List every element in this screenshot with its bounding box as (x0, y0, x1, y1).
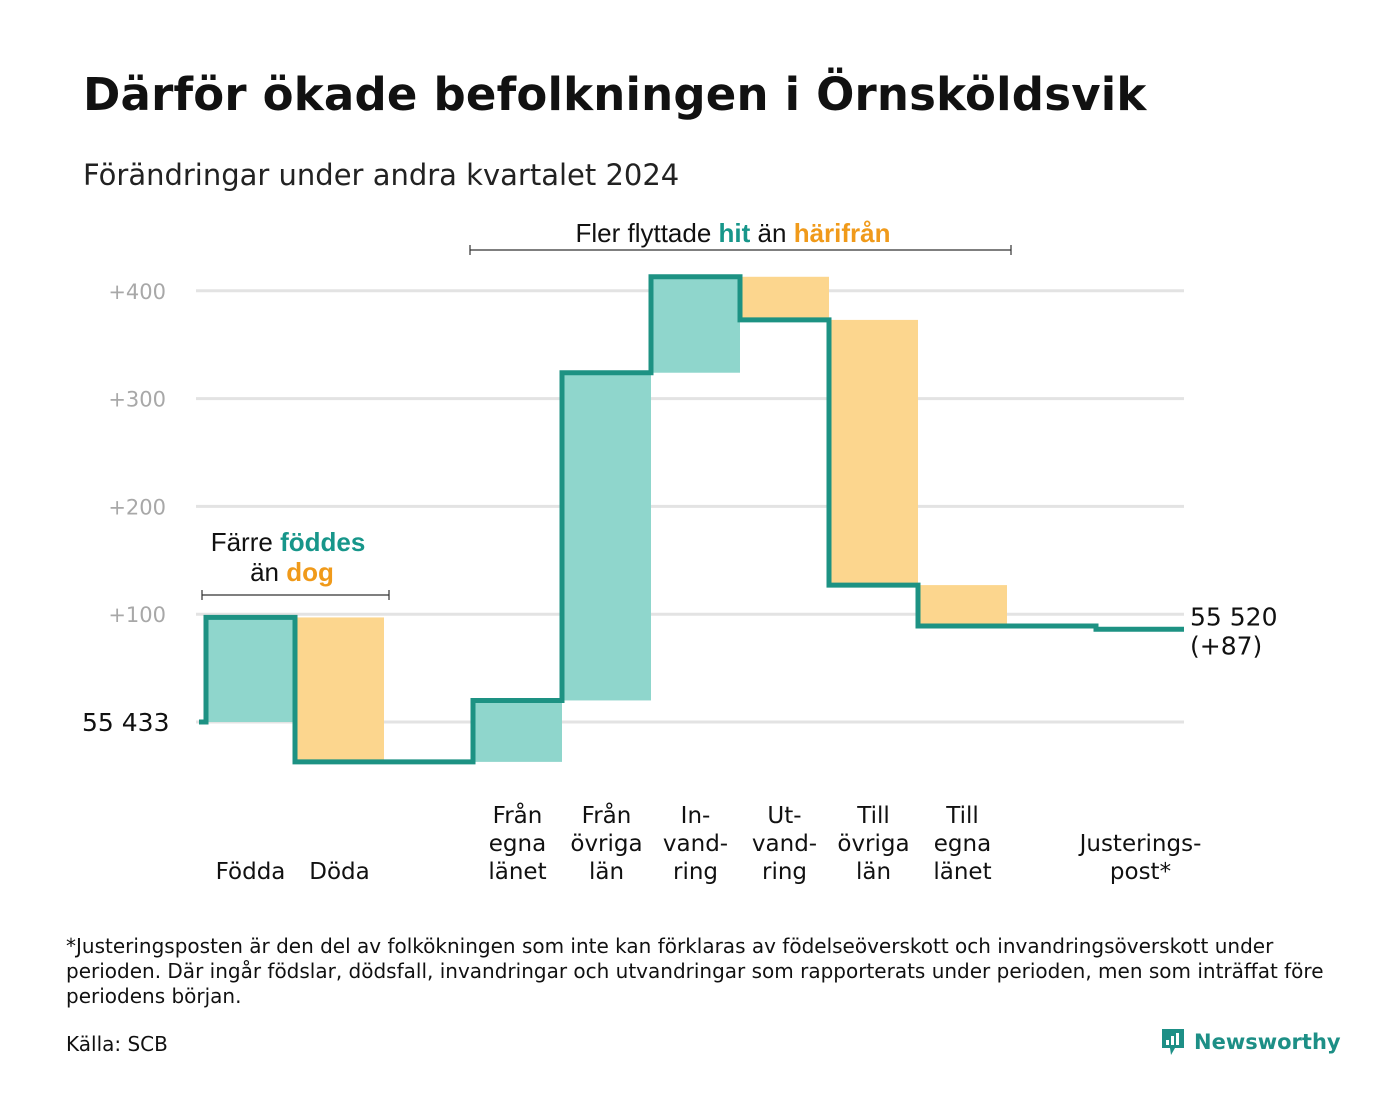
brand-logo: Newsworthy (1160, 1027, 1341, 1057)
category-label: länet (488, 859, 546, 885)
annotation-births-line2: än dog (250, 557, 334, 587)
annotation-migration-bracket (469, 245, 1012, 255)
bar-increase (206, 617, 295, 722)
category-label: övriga (837, 831, 909, 857)
category-label: län (589, 859, 624, 885)
category-label: post* (1110, 859, 1171, 885)
source-credit: Källa: SCB (66, 1032, 168, 1056)
annotation-births: Färre föddes än dog (201, 527, 390, 600)
newsworthy-logo-icon (1162, 1029, 1184, 1055)
bar-decrease (918, 585, 1007, 627)
annotation-migration-text: Fler flyttade hit än härifrån (575, 218, 890, 248)
bar-decrease (295, 617, 384, 762)
step-line (199, 274, 1184, 765)
bar-decrease (740, 276, 829, 320)
y-tick-label: +300 (108, 388, 166, 412)
waterfall-chart: +100+200+300+400 Födda DödaFrånegnalänetF… (82, 218, 1277, 885)
category-label: In- (681, 803, 711, 829)
category-label: Från (582, 801, 632, 829)
footnote: *Justeringsposten är den del av folkökni… (66, 934, 1324, 1008)
category-label: övriga (570, 831, 642, 857)
category-label: ring (673, 859, 718, 885)
category-label: vand- (752, 831, 817, 857)
category-label: Födda (216, 859, 286, 885)
end-change-label: (+87) (1190, 631, 1262, 660)
category-label: egna (934, 831, 991, 857)
y-tick-label: +100 (108, 603, 166, 627)
bars (206, 276, 1007, 762)
category-label: ring (762, 859, 807, 885)
category-label: län (856, 859, 891, 885)
category-label: Till (856, 803, 890, 829)
chart-title: Därför ökade befolkningen i Örnsköldsvik (83, 68, 1147, 121)
labels: Födda DödaFrånegnalänetFrånövrigalänIn-va… (82, 602, 1277, 885)
bar-increase (562, 372, 651, 701)
y-tick-label: +400 (108, 280, 166, 304)
annotation-births-line1: Färre föddes (211, 527, 366, 557)
category-label: egna (489, 831, 546, 857)
category-label: Till (945, 803, 979, 829)
chart-subtitle: Förändringar under andra kvartalet 2024 (83, 158, 680, 192)
bar-increase (651, 276, 740, 373)
annotation-births-bracket (201, 590, 390, 600)
y-tick-label: +200 (108, 495, 166, 519)
category-label: länet (933, 859, 991, 885)
category-label: Ut- (767, 803, 801, 829)
brand-name: Newsworthy (1194, 1030, 1341, 1054)
cumulative-line (199, 274, 1184, 765)
category-label: Justerings- (1078, 831, 1202, 857)
category-label: Från (493, 801, 543, 829)
annotation-migration: Fler flyttade hit än härifrån (469, 218, 1012, 255)
bar-increase (473, 700, 562, 762)
bar-decrease (829, 319, 918, 586)
category-label: Döda (309, 859, 369, 885)
end-value-label: 55 520 (1190, 602, 1277, 631)
start-value-label: 55 433 (82, 708, 169, 737)
category-label: vand- (663, 831, 728, 857)
